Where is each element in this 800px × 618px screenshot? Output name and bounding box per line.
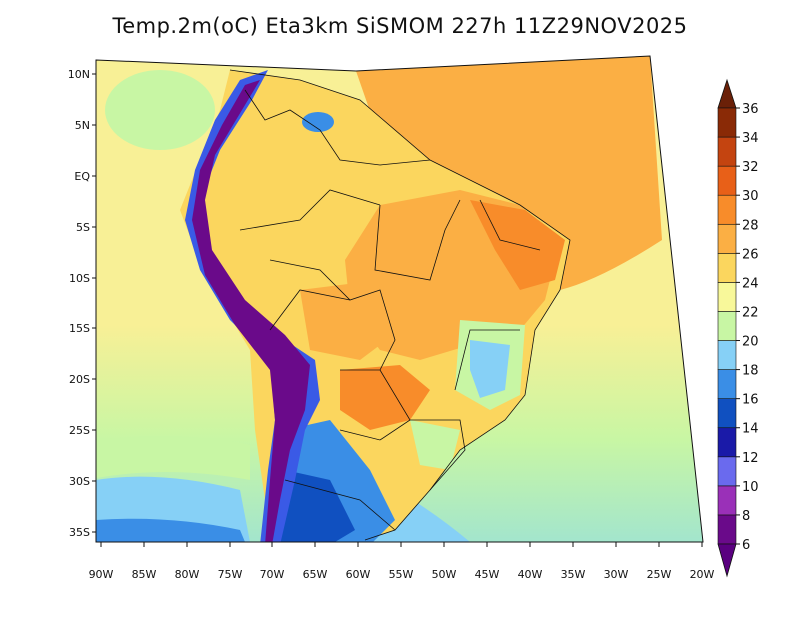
colorbar-label: 28 [742,218,759,233]
longitude-axis: 90W 85W 80W 75W 70W 65W 60W 55W 50W 45W … [89,542,715,581]
colorbar-segment [717,282,737,312]
colorbar-segment [717,311,737,341]
map-frame [95,55,704,543]
lon-label-55w: 55W [389,568,414,581]
colorbar-segment [717,427,737,458]
colorbar-segment [717,223,737,254]
colorbar-segment [717,514,737,545]
lat-label-10s: 10S [69,272,90,285]
colorbar-segment [717,340,737,370]
colorbar-label: 6 [742,538,750,553]
map-title: Temp.2m(oC) Eta3km SiSMOM 227h 11Z29NOV2… [112,14,688,38]
colorbar-label: 8 [742,509,750,524]
lon-label-30w: 30W [604,568,629,581]
pacific-mild-field [96,436,250,480]
colorbar-segment [717,194,737,225]
south-mild-field [410,420,460,470]
lat-label-5n: 5N [75,119,90,132]
colorbar-label: 26 [742,247,759,262]
lon-label-40w: 40W [518,568,543,581]
lat-label-eq: EQ [74,170,90,183]
colorbar-segment [717,136,737,167]
colorbar-label: 16 [742,393,759,408]
lon-label-25w: 25W [647,568,672,581]
colorbar-segment [717,107,737,138]
bolivia-warm-field [300,280,400,360]
colorbar-label: 32 [742,160,759,175]
colorbar-label: 30 [742,189,759,204]
lon-label-80w: 80W [175,568,200,581]
lat-label-5s: 5S [76,221,90,234]
lat-label-30s: 30S [69,475,90,488]
colorbar-label: 14 [742,422,759,437]
lat-label-15s: 15S [69,322,90,335]
lon-label-65w: 65W [303,568,328,581]
lon-label-45w: 45W [475,568,500,581]
lat-label-20s: 20S [69,373,90,386]
colorbar-label: 22 [742,305,759,320]
colorbar-label: 34 [742,131,759,146]
guiana-cool-spot [302,112,334,132]
colorbar: 6 8 10 12 14 16 18 20 22 24 26 28 30 32 34 36 [717,78,759,578]
lon-label-50w: 50W [432,568,457,581]
colorbar-label: 10 [742,480,759,495]
chaco-hot-field [340,365,430,430]
lon-label-60w: 60W [346,568,371,581]
colorbar-segment [717,165,737,196]
lon-label-90w: 90W [89,568,114,581]
highlands-cool-field [470,340,510,398]
colorbar-label: 18 [742,364,759,379]
colorbar-label: 36 [742,102,759,117]
colorbar-segment [717,369,737,399]
lat-label-10n: 10N [68,68,90,81]
latitude-axis: 10N 5N EQ 5S 10S 15S 20S 25S 30S 35S [68,68,96,539]
northeast-hot-field [470,200,565,290]
colorbar-label: 20 [742,335,759,350]
lon-label-35w: 35W [561,568,586,581]
lon-label-85w: 85W [132,568,157,581]
colorbar-segment [717,253,737,283]
colorbar-label: 12 [742,451,759,466]
colorbar-max-arrow [717,78,737,109]
lat-label-25s: 25S [69,424,90,437]
caribbean-cool-field [105,70,215,150]
colorbar-segment [717,485,737,516]
colorbar-segment [717,398,737,429]
pacific-cold-field [96,518,245,542]
andes-cold-field [192,80,310,542]
colorbar-min-arrow [717,543,737,578]
lat-label-35s: 35S [69,526,90,539]
colorbar-segment [717,456,737,487]
country-borders [229,69,571,541]
lon-label-20w: 20W [690,568,715,581]
lon-label-75w: 75W [218,568,243,581]
colorbar-labels: 6 8 10 12 14 16 18 20 22 24 26 28 30 32 34 36 [736,102,759,553]
atlantic-warm-field [356,56,662,290]
lon-label-70w: 70W [260,568,285,581]
colorbar-label: 24 [742,276,759,291]
colorbar-segments [717,107,737,545]
